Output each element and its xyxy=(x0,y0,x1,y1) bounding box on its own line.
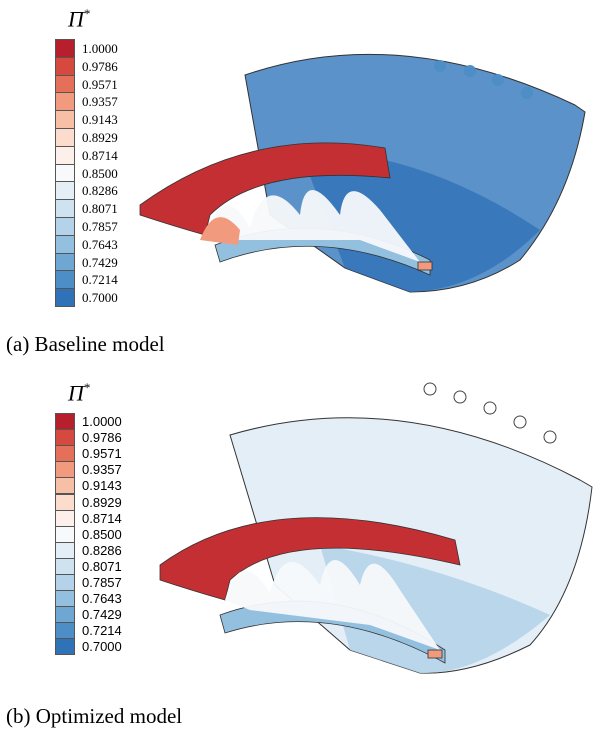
legend-swatch xyxy=(55,638,75,655)
legend-swatch xyxy=(55,92,75,111)
legend-swatch xyxy=(55,542,75,559)
legend-swatch xyxy=(55,288,75,307)
legend-swatch xyxy=(55,461,75,478)
figure: Π*1.00000.97860.95710.93570.91430.89290.… xyxy=(0,0,604,740)
legend-label: 0.7857 xyxy=(82,220,118,233)
legend-label: 0.7000 xyxy=(82,291,118,304)
legend-label: 0.7429 xyxy=(82,608,122,621)
legend-swatch xyxy=(55,75,75,94)
legend-label: 1.0000 xyxy=(82,415,122,428)
legend-swatch xyxy=(55,110,75,129)
legend-label: 0.8929 xyxy=(82,496,122,509)
legend-label: 0.9357 xyxy=(82,463,122,476)
legend-symbol: Π xyxy=(68,6,84,31)
legend-label: 1.0000 xyxy=(82,42,118,55)
legend-label: 0.8714 xyxy=(82,149,118,162)
legend-swatch xyxy=(55,253,75,272)
legend-swatch xyxy=(55,39,75,58)
legend-label: 0.8500 xyxy=(82,528,122,541)
legend-label: 0.8286 xyxy=(82,184,118,197)
legend-swatch xyxy=(55,235,75,254)
legend-swatch xyxy=(55,477,75,494)
legend-swatch xyxy=(55,574,75,591)
legend-label: 0.8929 xyxy=(82,131,118,144)
caption: (a) Baseline model xyxy=(6,332,165,357)
legend-swatch xyxy=(55,606,75,623)
legend-label: 0.7214 xyxy=(82,273,118,286)
legend-label: 0.9143 xyxy=(82,479,122,492)
legend-label: 0.7857 xyxy=(82,576,122,589)
legend-label: 0.9571 xyxy=(82,447,122,460)
legend-superscript: * xyxy=(84,380,91,395)
legend-swatch xyxy=(55,494,75,511)
legend-swatch xyxy=(55,590,75,607)
legend-swatch xyxy=(55,622,75,639)
legend-label: 0.7214 xyxy=(82,624,122,637)
legend-label: 0.7643 xyxy=(82,592,122,605)
legend-swatch xyxy=(55,146,75,165)
legend-label: 0.8286 xyxy=(82,544,122,557)
legend-swatch xyxy=(55,510,75,527)
legend-swatch xyxy=(55,217,75,236)
legend-swatch xyxy=(55,413,75,430)
legend-label: 0.8071 xyxy=(82,202,118,215)
legend-label: 0.7429 xyxy=(82,256,118,269)
legend-label: 0.7643 xyxy=(82,238,118,251)
legend-label: 0.8714 xyxy=(82,512,122,525)
legend-swatch xyxy=(55,128,75,147)
legend-swatch xyxy=(55,199,75,218)
legend-label: 0.9786 xyxy=(82,60,118,73)
legend-label: 0.9143 xyxy=(82,113,118,126)
legend-symbol: Π xyxy=(68,380,84,405)
legend-swatch xyxy=(55,181,75,200)
legend-label: 0.8500 xyxy=(82,167,118,180)
legend-swatch xyxy=(55,164,75,183)
legend-label: 0.9357 xyxy=(82,95,118,108)
legend-title: Π* xyxy=(68,380,90,406)
legend-label: 0.8071 xyxy=(82,560,122,573)
legend-swatch xyxy=(55,429,75,446)
legend-swatch xyxy=(55,57,75,76)
legend-swatch xyxy=(55,270,75,289)
legend-label: 0.7000 xyxy=(82,640,122,653)
legend-label: 0.9786 xyxy=(82,431,122,444)
caption: (b) Optimized model xyxy=(6,704,182,729)
legend-title: Π* xyxy=(68,6,90,32)
legend-swatch xyxy=(55,445,75,462)
legend-superscript: * xyxy=(84,6,91,21)
legend-swatch xyxy=(55,526,75,543)
legend-label: 0.9571 xyxy=(82,78,118,91)
legend-swatch xyxy=(55,558,75,575)
